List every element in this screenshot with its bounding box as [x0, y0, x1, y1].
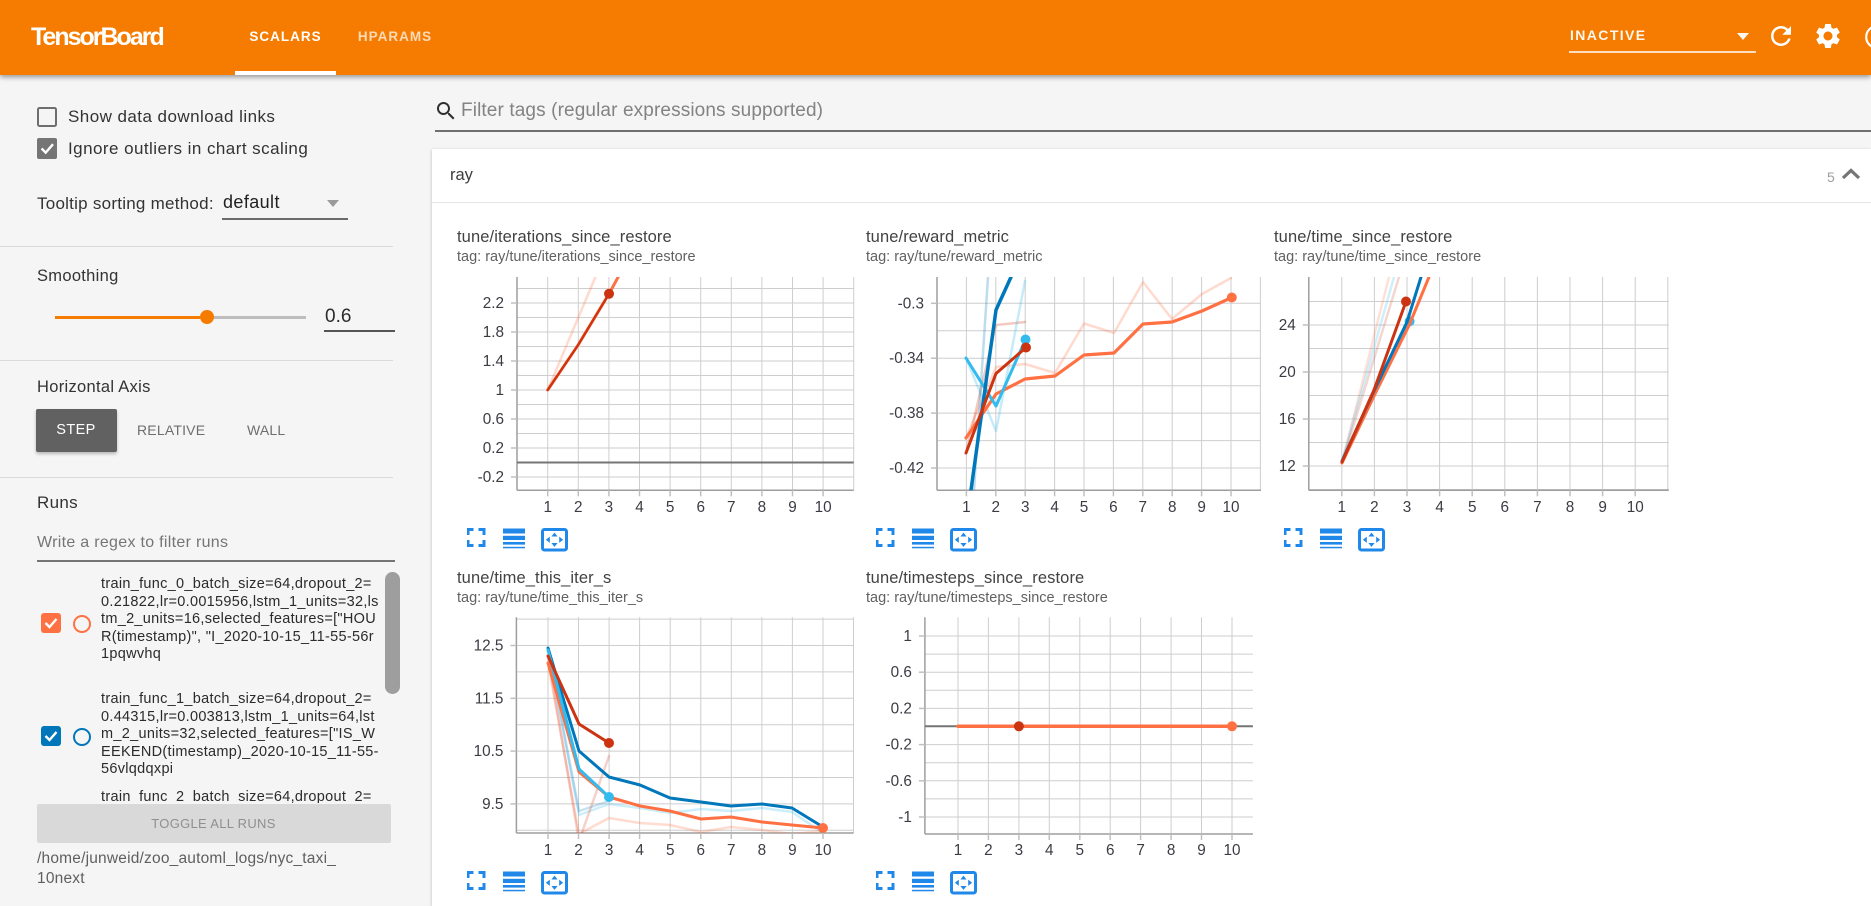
svg-text:7: 7: [1533, 499, 1542, 516]
svg-text:10: 10: [815, 499, 832, 516]
svg-text:4: 4: [635, 842, 644, 859]
svg-text:8: 8: [1167, 842, 1176, 859]
svg-text:8: 8: [758, 842, 767, 859]
svg-text:2: 2: [984, 842, 993, 859]
svg-text:8: 8: [1566, 499, 1575, 516]
svg-text:1: 1: [962, 499, 971, 516]
svg-text:2: 2: [992, 499, 1001, 516]
svg-text:4: 4: [635, 499, 644, 516]
svg-text:0.2: 0.2: [891, 700, 912, 717]
svg-text:3: 3: [605, 499, 614, 516]
svg-text:10: 10: [1627, 499, 1644, 516]
svg-text:2: 2: [574, 842, 583, 859]
svg-text:9: 9: [1598, 499, 1607, 516]
svg-text:11.5: 11.5: [475, 690, 504, 707]
svg-text:6: 6: [1109, 499, 1118, 516]
svg-text:20: 20: [1279, 364, 1296, 381]
svg-text:24: 24: [1279, 317, 1297, 334]
svg-text:5: 5: [1080, 499, 1089, 516]
svg-text:6: 6: [697, 842, 706, 859]
svg-text:-0.42: -0.42: [889, 460, 924, 477]
svg-text:7: 7: [727, 842, 736, 859]
svg-text:1.8: 1.8: [483, 324, 504, 341]
svg-text:5: 5: [1076, 842, 1085, 859]
svg-text:9.5: 9.5: [482, 796, 503, 813]
svg-text:-0.2: -0.2: [478, 469, 504, 486]
svg-text:1: 1: [495, 382, 504, 399]
svg-text:5: 5: [1468, 499, 1477, 516]
svg-text:1: 1: [543, 499, 552, 516]
svg-text:6: 6: [1106, 842, 1115, 859]
svg-text:0.2: 0.2: [483, 440, 504, 457]
svg-text:16: 16: [1279, 411, 1296, 428]
svg-text:6: 6: [696, 499, 705, 516]
svg-text:-0.3: -0.3: [898, 295, 924, 312]
svg-text:8: 8: [758, 499, 767, 516]
svg-text:2: 2: [1370, 499, 1379, 516]
svg-text:6: 6: [1501, 499, 1510, 516]
svg-text:1: 1: [1338, 499, 1347, 516]
svg-text:0.6: 0.6: [891, 664, 912, 681]
svg-text:-0.34: -0.34: [889, 350, 924, 367]
svg-text:9: 9: [1197, 842, 1206, 859]
svg-text:10: 10: [814, 842, 831, 859]
svg-text:3: 3: [605, 842, 614, 859]
svg-text:10.5: 10.5: [474, 743, 504, 760]
svg-text:2: 2: [574, 499, 583, 516]
svg-text:5: 5: [666, 499, 675, 516]
svg-text:9: 9: [1197, 499, 1206, 516]
svg-text:12.5: 12.5: [474, 638, 504, 655]
svg-text:5: 5: [666, 842, 675, 859]
svg-text:7: 7: [1139, 499, 1148, 516]
svg-text:-0.38: -0.38: [889, 405, 924, 422]
svg-text:7: 7: [727, 499, 736, 516]
svg-text:-0.2: -0.2: [886, 737, 912, 754]
svg-text:8: 8: [1168, 499, 1177, 516]
svg-text:9: 9: [788, 499, 797, 516]
svg-text:10: 10: [1222, 499, 1239, 516]
svg-text:3: 3: [1021, 499, 1030, 516]
svg-text:2.2: 2.2: [483, 295, 504, 312]
svg-text:9: 9: [788, 842, 797, 859]
svg-text:1.4: 1.4: [483, 353, 505, 370]
svg-text:3: 3: [1403, 499, 1412, 516]
svg-text:4: 4: [1050, 499, 1059, 516]
svg-text:10: 10: [1223, 842, 1240, 859]
svg-text:3: 3: [1015, 842, 1024, 859]
svg-text:1: 1: [903, 628, 912, 645]
svg-text:0.6: 0.6: [483, 411, 504, 428]
svg-text:1: 1: [954, 842, 963, 859]
svg-text:-0.6: -0.6: [886, 773, 912, 790]
svg-text:7: 7: [1136, 842, 1145, 859]
svg-text:-1: -1: [898, 809, 912, 826]
svg-text:4: 4: [1045, 842, 1054, 859]
svg-text:4: 4: [1435, 499, 1444, 516]
svg-text:12: 12: [1279, 458, 1296, 475]
svg-text:1: 1: [544, 842, 553, 859]
